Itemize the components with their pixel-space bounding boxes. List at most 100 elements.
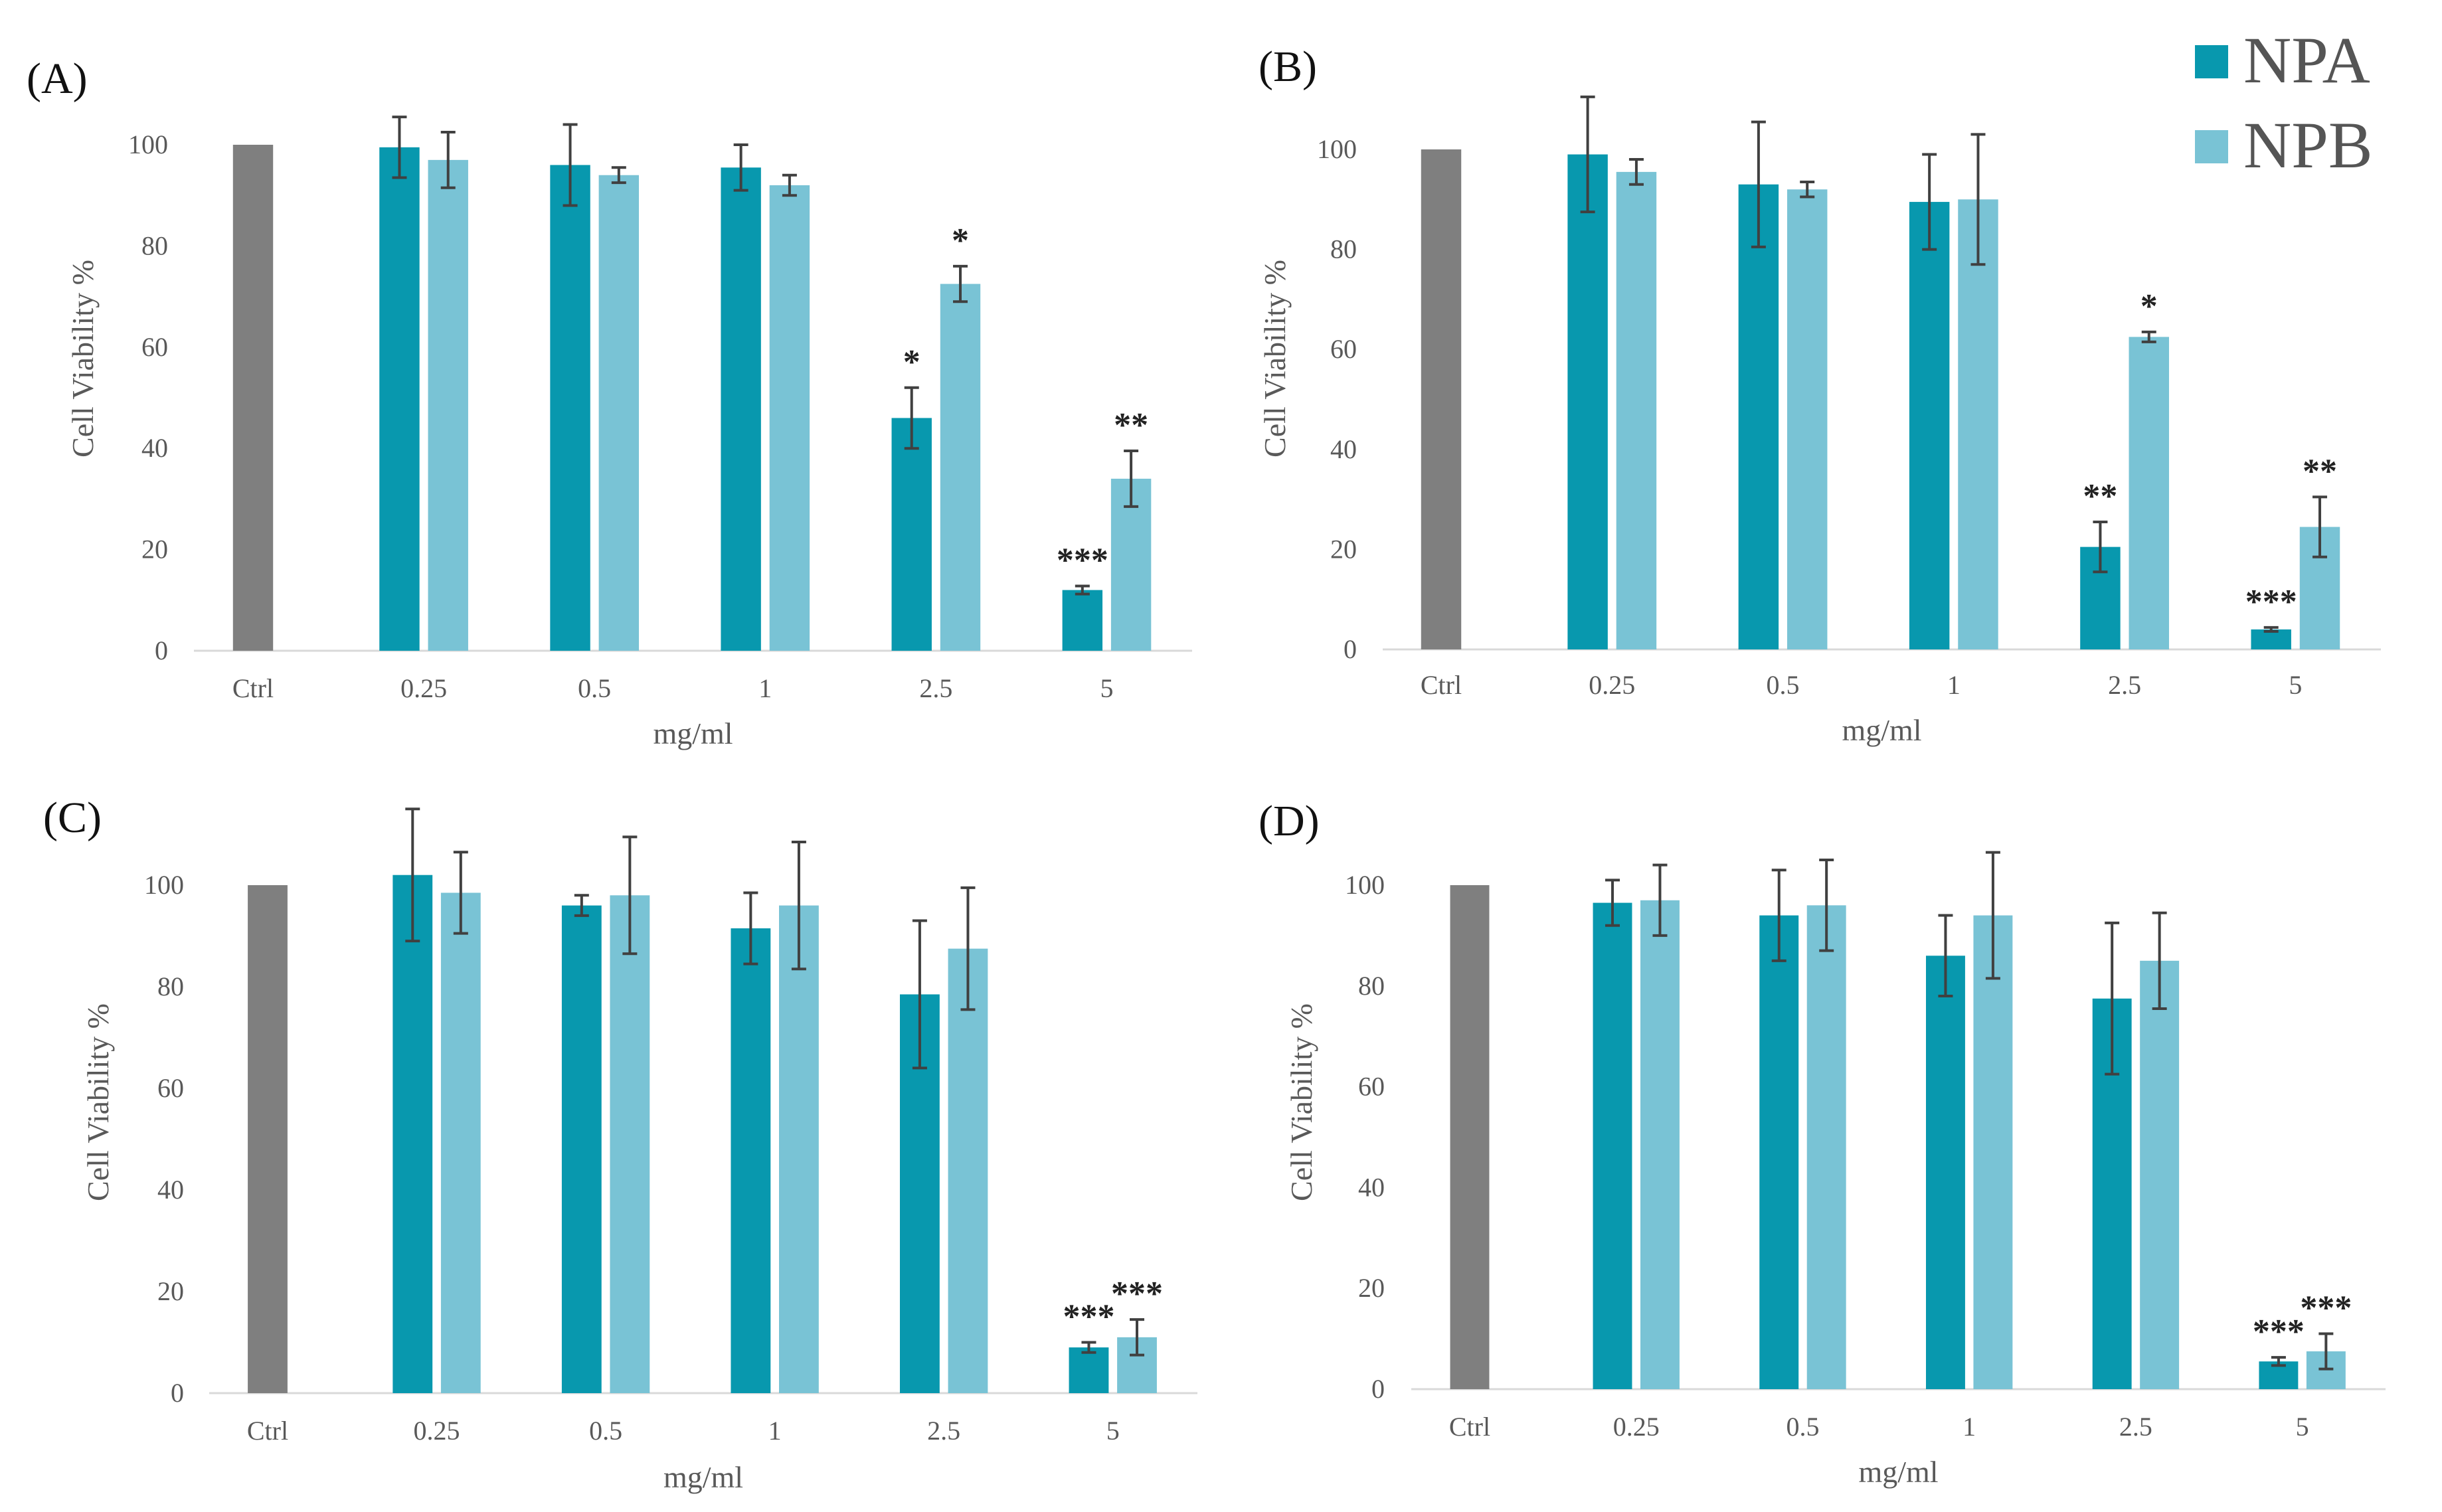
bar-npb — [769, 185, 810, 651]
legend-label-npa: NPA — [2243, 23, 2370, 97]
bar-npb — [1973, 915, 2013, 1389]
y-tick-label: 40 — [1358, 1172, 1385, 1202]
y-tick-label: 80 — [141, 230, 168, 260]
significance-marker: *** — [2300, 1290, 2352, 1327]
panel-label: (C) — [43, 794, 102, 842]
x-axis-title: mg/ml — [663, 1460, 743, 1494]
x-tick-label: 1 — [768, 1416, 782, 1446]
x-tick-label: 1 — [758, 673, 772, 703]
x-tick-label: 0.5 — [1767, 670, 1800, 700]
y-axis-title: Cell Viability % — [1284, 1003, 1318, 1201]
x-tick-label: 0.25 — [414, 1416, 460, 1446]
legend-swatch-npa — [2195, 45, 2228, 78]
bar-npa — [731, 928, 771, 1393]
y-tick-label: 100 — [1345, 870, 1385, 900]
bar-npb — [1616, 171, 1657, 649]
bar-npa — [891, 418, 932, 651]
x-tick-label: 2.5 — [919, 673, 952, 703]
bar-npa — [550, 165, 590, 651]
bar-npa — [2251, 629, 2291, 649]
y-tick-label: 20 — [1330, 534, 1357, 564]
x-tick-label: 1 — [1962, 1412, 1976, 1442]
x-tick-label: 2.5 — [2108, 670, 2141, 700]
bar-npa — [721, 167, 761, 651]
y-tick-label: 20 — [1358, 1273, 1385, 1303]
significance-marker: * — [903, 343, 920, 381]
x-tick-label: 0.25 — [1589, 670, 1635, 700]
x-tick-label: 2.5 — [2119, 1412, 2152, 1442]
bar-ctrl — [232, 145, 274, 651]
bar-npa — [1738, 184, 1779, 650]
y-tick-label: 60 — [1358, 1072, 1385, 1102]
chart-panel-2: (B) 0 20 40 60 80 100 Cell Viability % Ctrl 0.25 0… — [1258, 42, 2381, 747]
y-axis-title: Cell Viability % — [81, 1003, 115, 1201]
bar-npa — [1567, 154, 1608, 649]
x-axis-title: mg/ml — [1858, 1455, 1938, 1489]
y-tick-label: 0 — [1344, 634, 1357, 664]
bar-npa — [1062, 590, 1103, 651]
bar-npa — [379, 147, 420, 651]
bar-npb — [948, 948, 988, 1393]
bar-ctrl — [1450, 885, 1490, 1389]
bar-npb — [610, 895, 650, 1393]
panel-label: (A) — [27, 54, 88, 103]
x-tick-label: 0.25 — [1613, 1412, 1660, 1442]
bar-npb — [779, 905, 819, 1393]
bar-npb — [940, 284, 981, 651]
significance-marker: * — [952, 222, 969, 260]
bar-npa — [1909, 202, 1950, 649]
significance-marker: *** — [1057, 541, 1108, 579]
y-tick-label: 0 — [155, 635, 168, 665]
y-tick-label: 60 — [157, 1073, 184, 1103]
significance-marker: ** — [1114, 406, 1148, 444]
bar-npa — [1069, 1347, 1109, 1393]
y-tick-label: 40 — [1330, 434, 1357, 464]
legend: NPA NPB — [2195, 23, 2373, 182]
bar-ctrl — [1421, 149, 1462, 649]
y-tick-label: 0 — [1371, 1374, 1385, 1404]
significance-marker: ** — [2303, 452, 2337, 490]
y-tick-label: 100 — [128, 129, 168, 159]
bar-npb — [598, 175, 640, 651]
x-axis-title: mg/ml — [653, 716, 733, 750]
legend-swatch-npb — [2195, 130, 2228, 163]
x-tick-label: Ctrl — [1449, 1412, 1490, 1442]
bar-npb — [1640, 900, 1680, 1389]
y-tick-label: 40 — [157, 1175, 184, 1205]
chart-panel-1: (A) 0 20 40 60 80 100 Cell Viability % Ctrl 0.25 0… — [27, 54, 1192, 750]
y-tick-label: 100 — [144, 870, 184, 900]
y-axis-title: Cell Viability % — [66, 260, 100, 458]
y-axis-title: Cell Viability % — [1258, 260, 1292, 458]
bar-npa — [561, 905, 602, 1393]
bar-npb — [2129, 337, 2169, 649]
y-tick-label: 80 — [1330, 234, 1357, 264]
x-tick-label: Ctrl — [247, 1416, 288, 1446]
x-tick-label: Ctrl — [1421, 670, 1462, 700]
x-tick-label: 0.5 — [1786, 1412, 1819, 1442]
y-tick-label: 40 — [141, 433, 168, 463]
x-axis-title: mg/ml — [1842, 713, 1921, 747]
bar-ctrl — [248, 885, 288, 1393]
x-tick-label: 5 — [1106, 1416, 1120, 1446]
bar-npb — [2140, 960, 2180, 1389]
y-tick-label: 60 — [1330, 334, 1357, 364]
x-tick-label: 1 — [1947, 670, 1961, 700]
significance-marker: *** — [2245, 583, 2297, 621]
y-tick-label: 20 — [141, 535, 168, 564]
bar-npa — [392, 875, 433, 1393]
bar-npb — [1958, 199, 1998, 649]
x-tick-label: 0.25 — [400, 673, 447, 703]
y-tick-label: 20 — [157, 1276, 184, 1306]
x-tick-label: 5 — [2289, 670, 2302, 700]
bar-npa — [1593, 902, 1632, 1389]
chart-panel-4: (D) 0 20 40 60 80 100 Cell Viability % Ctrl 0.25 0… — [1259, 797, 2386, 1489]
y-tick-label: 0 — [171, 1378, 184, 1408]
bar-npa — [1759, 915, 1799, 1389]
significance-marker: *** — [1063, 1298, 1114, 1336]
x-tick-label: 5 — [2296, 1412, 2309, 1442]
bar-npb — [1787, 189, 1828, 649]
y-tick-label: 80 — [157, 971, 184, 1001]
y-tick-label: 60 — [141, 332, 168, 362]
bar-npb — [440, 892, 481, 1393]
